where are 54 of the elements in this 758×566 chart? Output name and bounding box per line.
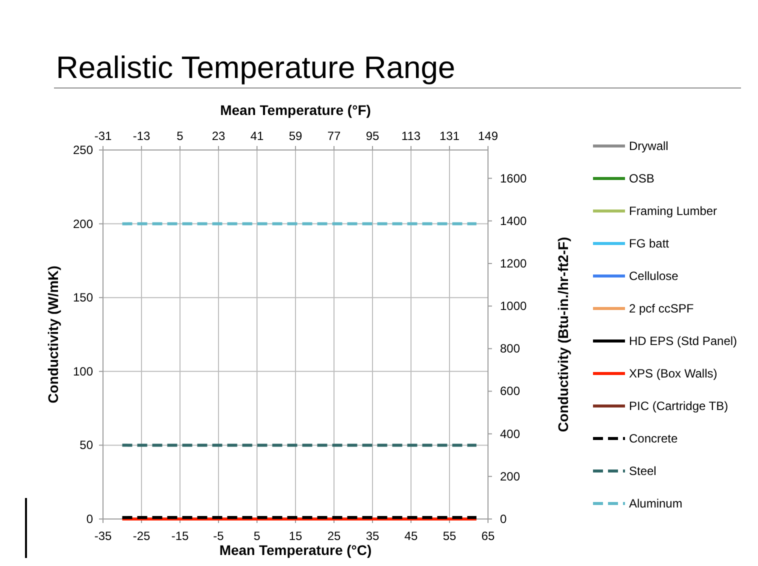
y-tick-label: 100 xyxy=(72,364,94,378)
x-tick-label: 45 xyxy=(404,529,418,543)
y2-tick-label: 1600 xyxy=(500,171,528,186)
x-tick-label: -15 xyxy=(171,529,189,543)
y2-tick-label: 400 xyxy=(500,426,520,441)
y-tick-label: 0 xyxy=(86,512,94,526)
x-tick-label: 5 xyxy=(254,529,261,543)
x-tick-label: 15 xyxy=(288,529,302,543)
x2-tick-label: 23 xyxy=(212,129,226,143)
legend-label: Concrete xyxy=(629,432,678,446)
y2-tick-label: 0 xyxy=(500,512,507,526)
y2-tick-label: 1000 xyxy=(500,299,528,314)
x2-tick-label: 59 xyxy=(288,129,302,143)
legend-label: OSB xyxy=(629,172,654,186)
y2-tick-label: 600 xyxy=(500,384,520,398)
x-tick-label: 25 xyxy=(327,529,341,543)
x-tick-label: 35 xyxy=(366,529,380,543)
y-tick-label: 200 xyxy=(72,216,94,231)
y2-tick-label: 200 xyxy=(500,469,520,484)
x2-tick-label: 5 xyxy=(176,129,184,143)
legend-label: Steel xyxy=(629,464,656,478)
chart-title: Realistic Temperature Range xyxy=(56,50,456,85)
y-tick-label: 50 xyxy=(80,438,94,452)
x2-tick-label: 149 xyxy=(478,129,498,143)
legend-label: Framing Lumber xyxy=(629,204,718,218)
x-tick-label: -35 xyxy=(94,529,112,543)
y-tick-label: 150 xyxy=(72,290,94,305)
legend-label: HD EPS (Std Panel) xyxy=(629,334,738,348)
x2-tick-label: 113 xyxy=(401,129,421,143)
x2-tick-label: 95 xyxy=(366,129,380,143)
x2-tick-label: 41 xyxy=(250,129,264,143)
y2-axis-title: Conductivity (Btu-in./hr-ft2-F) xyxy=(555,236,571,432)
y-tick-label: 250 xyxy=(72,143,94,157)
x2-tick-label: -13 xyxy=(132,129,150,143)
x2-axis-title: Mean Temperature (°F) xyxy=(220,102,371,118)
x-tick-label: -25 xyxy=(132,529,150,543)
x2-tick-label: 77 xyxy=(327,129,341,143)
x-tick-label: 65 xyxy=(481,529,495,543)
x-tick-label: -5 xyxy=(213,529,224,543)
legend-label: 2 pcf ccSPF xyxy=(629,302,694,316)
legend-label: Aluminum xyxy=(629,496,682,510)
x-tick-label: 55 xyxy=(442,529,456,543)
y2-tick-label: 1400 xyxy=(500,214,528,228)
x2-tick-label: 131 xyxy=(439,129,460,143)
y2-tick-label: 1200 xyxy=(500,256,528,270)
x2-tick-label: -31 xyxy=(94,129,112,143)
legend-label: Cellulose xyxy=(629,269,679,283)
legend-label: PIC (Cartridge TB) xyxy=(629,399,728,413)
legend-label: Drywall xyxy=(629,139,668,153)
legend-label: XPS (Box Walls) xyxy=(629,366,718,380)
y-axis-title: Conductivity (W/mK) xyxy=(45,266,61,404)
y2-tick-label: 800 xyxy=(500,342,520,356)
x-axis-title: Mean Temperature (°C) xyxy=(219,542,372,558)
legend-label: FG batt xyxy=(629,236,670,250)
